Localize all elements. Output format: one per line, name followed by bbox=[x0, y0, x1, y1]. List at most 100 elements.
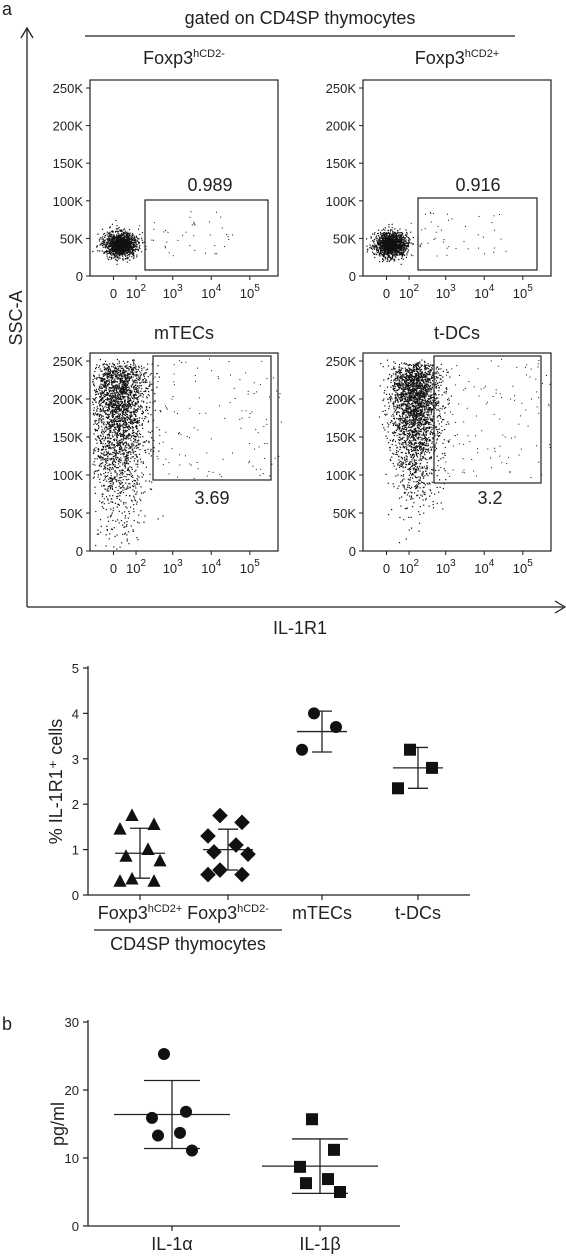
flow-event-cloud bbox=[378, 358, 551, 544]
y-tick-label: 4 bbox=[72, 706, 79, 721]
flow-x-tick-label: 104 bbox=[201, 558, 221, 576]
data-point-diamond bbox=[212, 807, 228, 824]
data-point-circle bbox=[330, 721, 342, 734]
series-1 bbox=[113, 808, 167, 887]
series-4 bbox=[392, 743, 443, 795]
data-point-diamond bbox=[240, 846, 256, 862]
flow-plot-frame bbox=[89, 352, 279, 552]
flow-y-tick-label: 200K bbox=[53, 119, 84, 134]
flow-gate bbox=[417, 197, 538, 271]
flow-plot-4: t-DCs 250K 200K 150K 100K 50K 0 0 102 103 104 105 3.… bbox=[326, 323, 552, 576]
flow-y-tick-label: 250K bbox=[326, 354, 357, 369]
flow-y-tick-label: 0 bbox=[76, 544, 83, 559]
group-label: CD4SP thymocytes bbox=[110, 934, 266, 954]
data-point-circle bbox=[152, 1129, 164, 1142]
y-axis-label: pg/ml bbox=[48, 1102, 68, 1146]
flow-plot-title: t-DCs bbox=[434, 323, 480, 343]
x-tick-label: IL-1α bbox=[151, 1234, 192, 1254]
data-point-triangle bbox=[125, 871, 139, 885]
flow-x-tick-label: 104 bbox=[474, 283, 494, 301]
data-point-triangle bbox=[113, 874, 127, 887]
data-point-square bbox=[334, 1186, 346, 1198]
flow-plots: Foxp3hCD2- 250K 200K 150K 100K 50K 0 0 102 103 104… bbox=[53, 48, 552, 576]
flow-y-tick-label: 200K bbox=[326, 392, 357, 407]
data-point-circle bbox=[180, 1105, 192, 1118]
x-tick-label: Foxp3hCD2+ bbox=[98, 903, 183, 923]
flow-x-tick-label: 0 bbox=[383, 561, 390, 576]
flow-x-tick-label: 103 bbox=[163, 283, 183, 301]
data-point-diamond bbox=[206, 844, 222, 860]
data-point-circle bbox=[174, 1126, 186, 1139]
flow-x-tick-label: 102 bbox=[399, 558, 419, 576]
flow-y-tick-label: 50K bbox=[333, 506, 356, 521]
y-tick-label: 30 bbox=[65, 1015, 79, 1030]
data-point-circle bbox=[186, 1144, 198, 1157]
flow-plot-frame bbox=[362, 79, 552, 277]
data-point-square bbox=[306, 1113, 318, 1126]
y-tick-label: 20 bbox=[65, 1083, 79, 1098]
flow-gate-value: 3.2 bbox=[477, 488, 502, 508]
panel-a-label: a bbox=[2, 0, 13, 19]
flow-y-tick-label: 100K bbox=[53, 194, 84, 209]
flow-x-tick-label: 102 bbox=[126, 558, 146, 576]
flow-y-axis-arrow bbox=[20, 26, 34, 39]
data-point-triangle bbox=[147, 817, 161, 831]
flow-plot-title: Foxp3hCD2+ bbox=[415, 48, 500, 68]
data-point-triangle bbox=[113, 821, 127, 835]
flow-y-tick-label: 150K bbox=[326, 430, 357, 445]
x-tick-label: t-DCs bbox=[395, 903, 441, 923]
flow-y-tick-label: 150K bbox=[326, 156, 357, 171]
flow-y-tick-label: 0 bbox=[349, 544, 356, 559]
flow-y-tick-label: 0 bbox=[349, 269, 356, 284]
data-point-diamond bbox=[212, 862, 228, 878]
flow-y-tick-label: 0 bbox=[76, 269, 83, 284]
flow-y-tick-label: 150K bbox=[53, 430, 84, 445]
data-point-diamond bbox=[234, 866, 250, 883]
x-tick-label: Foxp3hCD2- bbox=[187, 903, 269, 923]
flow-x-tick-label: 104 bbox=[201, 283, 221, 301]
flow-plot-title: Foxp3hCD2- bbox=[143, 48, 225, 68]
data-point-square bbox=[322, 1173, 334, 1186]
data-point-triangle bbox=[147, 874, 161, 887]
flow-y-tick-label: 200K bbox=[53, 392, 84, 407]
flow-x-tick-label: 105 bbox=[513, 558, 533, 576]
flow-x-tick-label: 102 bbox=[399, 283, 419, 301]
y-tick-label: 3 bbox=[72, 752, 79, 767]
flow-x-tick-label: 105 bbox=[240, 558, 260, 576]
gating-title: gated on CD4SP thymocytes bbox=[185, 8, 416, 28]
flow-y-tick-label: 150K bbox=[53, 156, 84, 171]
data-point-triangle bbox=[119, 849, 133, 862]
flow-plot-frame bbox=[89, 79, 279, 277]
series-2 bbox=[262, 1113, 378, 1198]
y-axis-label: % IL-1R1⁺ cells bbox=[46, 719, 66, 845]
flow-y-tick-label: 250K bbox=[53, 354, 84, 369]
flow-gate-value: 0.916 bbox=[455, 175, 500, 195]
flow-plot-2: Foxp3hCD2+ 250K 200K 150K 100K 50K 0 0 102 103 104… bbox=[326, 48, 552, 301]
flow-gate bbox=[433, 355, 542, 484]
data-point-circle bbox=[296, 743, 308, 756]
flow-x-tick-label: 104 bbox=[474, 558, 494, 576]
data-point-diamond bbox=[200, 828, 216, 844]
flow-x-axis-arrow bbox=[554, 600, 566, 614]
y-tick-label: 5 bbox=[72, 661, 79, 676]
flow-y-tick-label: 100K bbox=[326, 194, 357, 209]
flow-x-tick-label: 103 bbox=[436, 558, 456, 576]
flow-gate-value: 3.69 bbox=[194, 488, 229, 508]
data-point-diamond bbox=[228, 837, 244, 853]
flow-x-tick-label: 103 bbox=[163, 558, 183, 576]
flow-gate bbox=[152, 355, 272, 481]
x-tick-label: IL-1β bbox=[299, 1234, 340, 1254]
flow-y-tick-label: 50K bbox=[60, 231, 83, 246]
data-point-triangle bbox=[125, 808, 139, 821]
data-point-square bbox=[300, 1177, 312, 1190]
flow-gate bbox=[144, 199, 269, 271]
flow-event-cloud bbox=[366, 212, 507, 265]
flow-event-cloud bbox=[92, 211, 234, 265]
flow-plot-1: Foxp3hCD2- 250K 200K 150K 100K 50K 0 0 102 103 104… bbox=[53, 48, 279, 301]
panel-b-label: b bbox=[2, 1014, 12, 1034]
flow-x-tick-label: 102 bbox=[126, 283, 146, 301]
flow-y-tick-label: 250K bbox=[53, 81, 84, 96]
series-2 bbox=[200, 807, 256, 883]
flow-event-cloud bbox=[92, 358, 282, 550]
